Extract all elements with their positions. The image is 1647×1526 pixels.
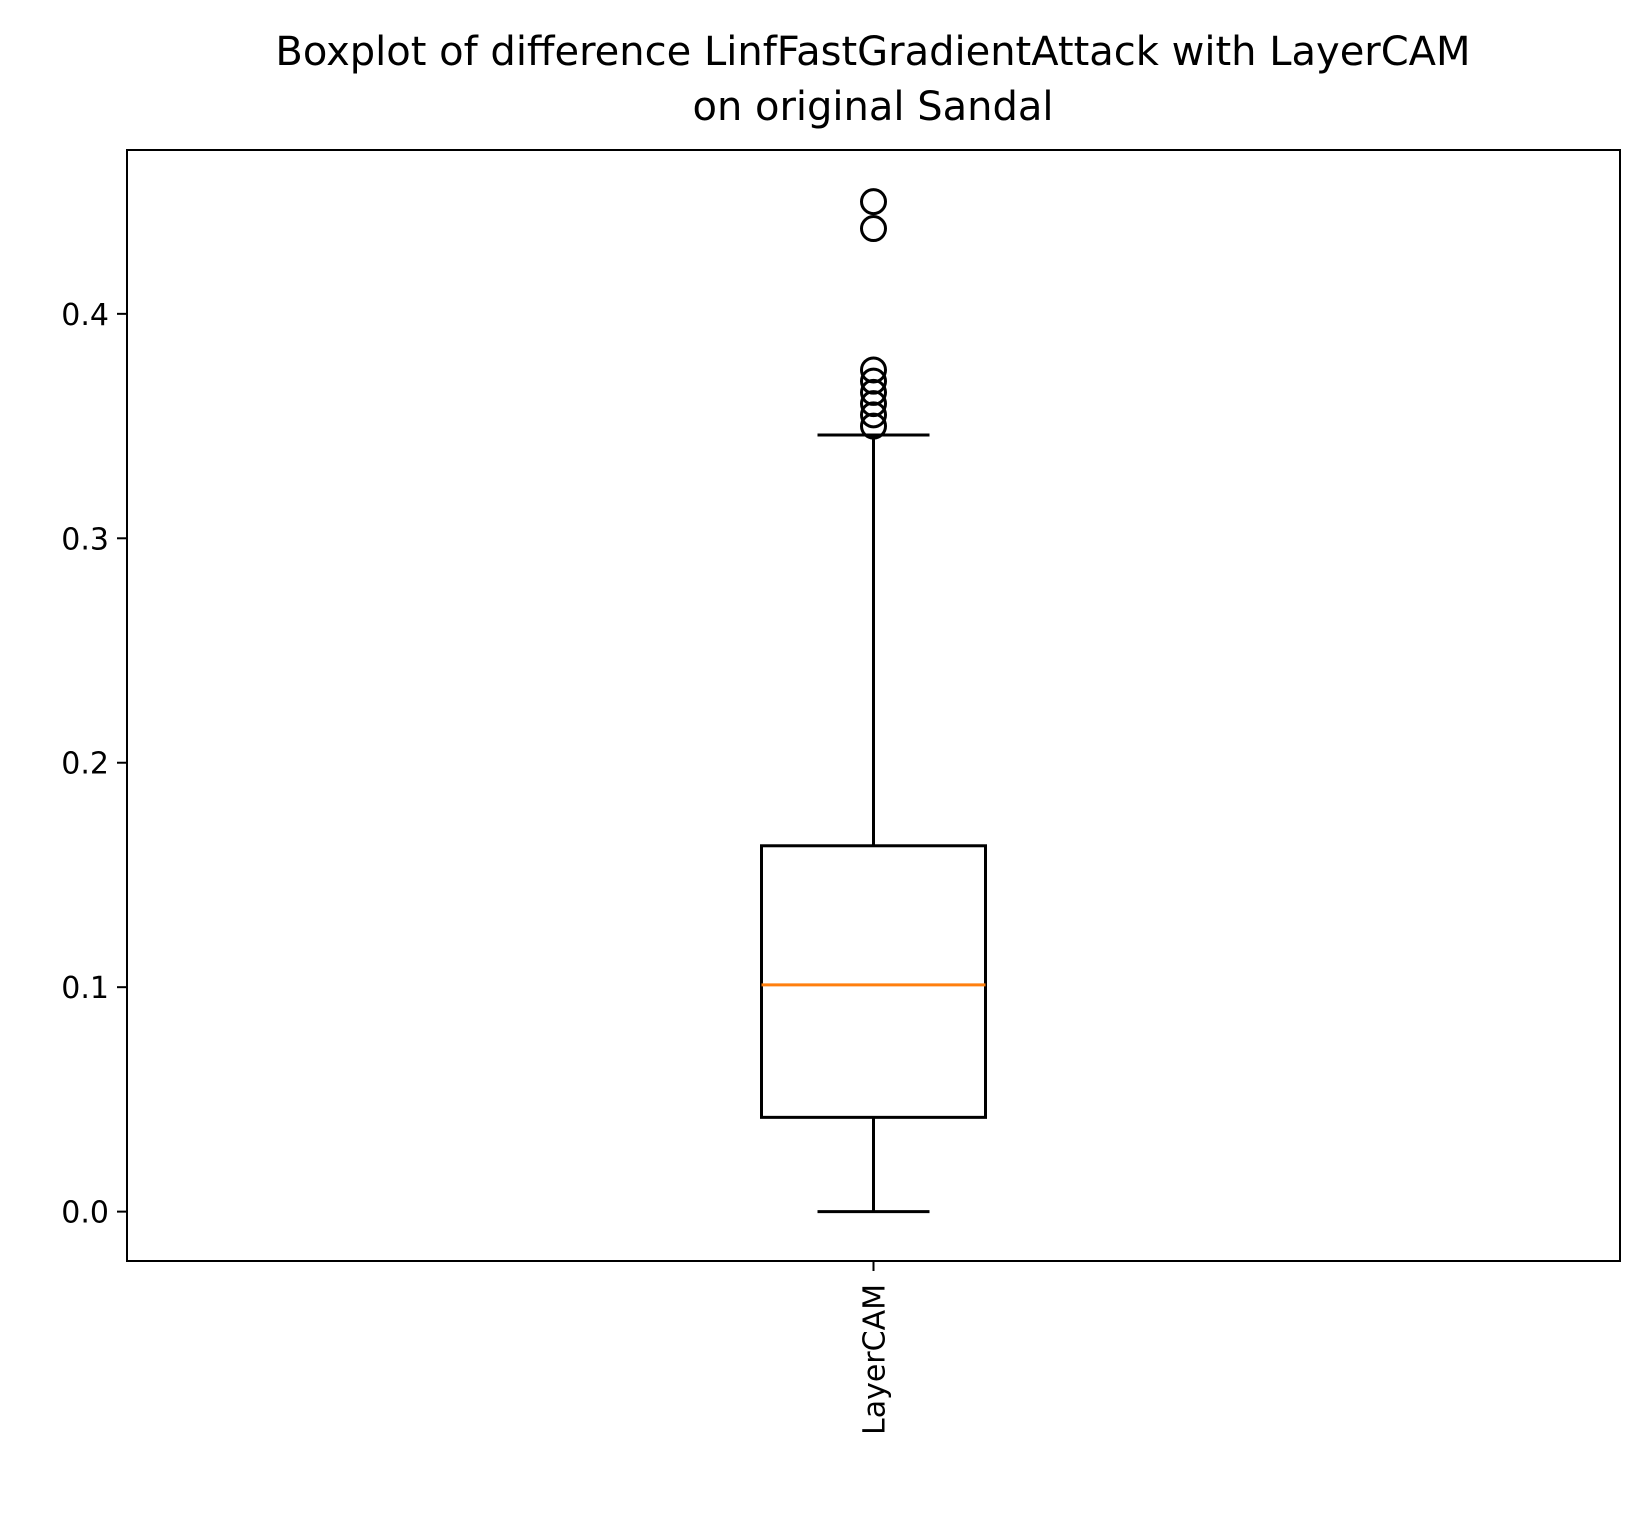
- y-tick-label: 0.1: [61, 971, 109, 1006]
- y-axis: 0.0 0.1 0.2 0.3 0.4: [61, 298, 127, 1231]
- outlier-point: [860, 401, 887, 429]
- outlier-point: [860, 367, 887, 395]
- x-axis: LayerCAM: [858, 1261, 893, 1435]
- y-tick-label: 0.0: [61, 1196, 109, 1231]
- y-tick-label: 0.2: [61, 747, 109, 782]
- box-group: [760, 188, 987, 1214]
- chart-title-line-1: Boxplot of difference LinfFastGradientAt…: [275, 29, 1470, 75]
- iqr-box: [760, 844, 987, 1119]
- outlier-point: [860, 378, 887, 406]
- chart-title: Boxplot of difference LinfFastGradientAt…: [275, 29, 1470, 130]
- outlier-point: [860, 188, 887, 216]
- chart-title-line-2: on original Sandal: [692, 84, 1053, 130]
- y-tick-label: 0.4: [61, 298, 109, 333]
- outlier-point: [860, 356, 887, 384]
- outlier-point: [860, 390, 887, 418]
- outlier-point: [860, 215, 887, 243]
- outlier-point: [860, 412, 887, 440]
- y-tick-label: 0.3: [61, 522, 109, 557]
- x-tick-label: LayerCAM: [858, 1284, 893, 1435]
- boxes: [760, 188, 987, 1214]
